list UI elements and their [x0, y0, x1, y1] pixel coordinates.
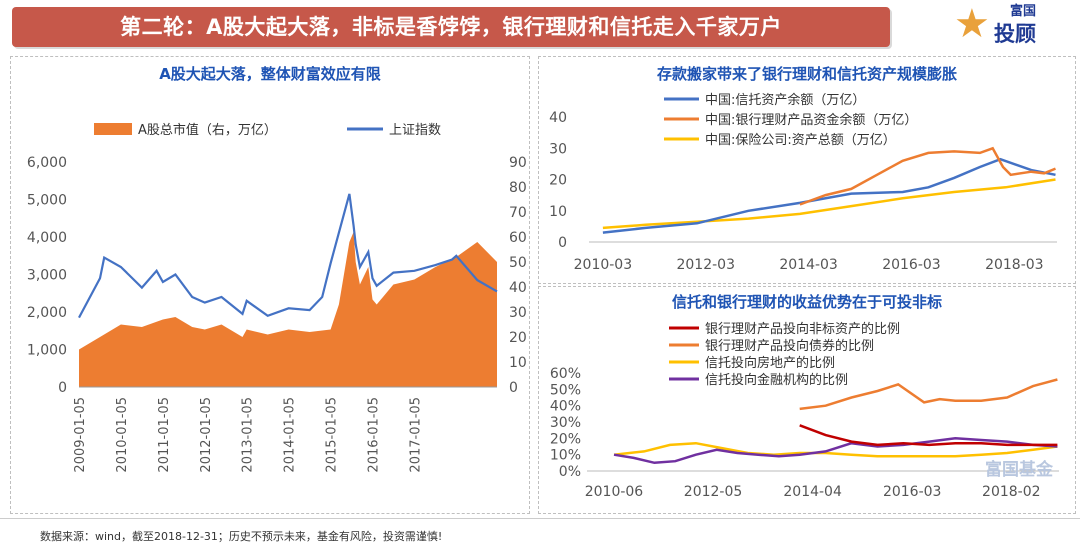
y-tick-label: 10: [549, 204, 567, 220]
right-tick-label: 50: [509, 255, 527, 271]
right-tick-label: 30: [509, 305, 527, 321]
x-tick-label: 2015-01-05: [325, 397, 340, 473]
legend-label-scale-1: 中国:银行理财产品资金余额（万亿）: [705, 112, 917, 128]
x-tick-label: 2012-05: [684, 484, 743, 500]
left-tick-label: 6,000: [27, 155, 67, 171]
x-tick-label: 2012-03: [676, 257, 735, 273]
series-line-ratio-1: [799, 378, 1058, 411]
left-tick-label: 2,000: [27, 305, 67, 321]
footer-note: 数据来源：wind，截至2018-12-31；历史不预示未来，基金有风险，投资需…: [40, 530, 443, 543]
left-tick-label: 5,000: [27, 193, 67, 209]
y-tick-label: 40: [549, 110, 567, 126]
x-tick-label: 2016-01-05: [366, 397, 381, 473]
series-line-ratio-0: [799, 424, 1058, 447]
legend-label-marketcap: A股总市值（右，万亿）: [138, 122, 277, 138]
legend-label-ratio-0: 银行理财产品投向非标资产的比例: [705, 321, 900, 337]
banner-title: 第二轮：A股大起大落，非标是香饽饽，银行理财和信托走入千家万户: [120, 15, 782, 39]
series-line-index: [78, 193, 498, 319]
series-line-scale-0: [602, 157, 1056, 234]
left-tick-label: 0: [58, 380, 67, 396]
chart-title-market: A股大起大落，整体财富效应有限: [159, 65, 381, 83]
left-tick-label: 3,000: [27, 268, 67, 284]
series-line-scale-1: [799, 146, 1056, 206]
x-tick-label: 2012-01-05: [199, 397, 214, 473]
series-line-scale-2: [602, 178, 1056, 230]
x-tick-label: 2018-03: [985, 257, 1043, 273]
watermark: 富国基金: [985, 460, 1053, 480]
x-tick-label: 2013-01-05: [241, 397, 256, 473]
x-tick-label: 2014-03: [779, 257, 838, 273]
y-tick-label: 30%: [550, 415, 581, 431]
x-tick-label: 2014-04: [783, 484, 842, 500]
series-line-ratio-3: [613, 437, 1058, 465]
x-tick-label: 2014-01-05: [283, 397, 298, 473]
panel-scale: 存款搬家带来了银行理财和信托资产规模膨胀 中国:信托资产余额（万亿） 中国:银行理…: [538, 56, 1076, 284]
y-tick-label: 50%: [550, 382, 581, 398]
series-line-ratio-2: [613, 441, 1058, 458]
chart-title-ratio: 信托和银行理财的收益优势在于可投非标: [671, 293, 942, 311]
x-tick-label: 2009-01-05: [73, 397, 88, 473]
legend-label-scale-0: 中国:信托资产余额（万亿）: [705, 92, 865, 108]
right-tick-label: 10: [509, 355, 527, 371]
legend-label-ratio-3: 信托投向金融机构的比例: [705, 372, 848, 388]
title-banner: 第二轮：A股大起大落，非标是香饽饽，银行理财和信托走入千家万户: [12, 7, 890, 47]
logo-brand-top: 富国: [1010, 4, 1037, 19]
y-tick-label: 0: [558, 235, 567, 251]
x-tick-label: 2016-03: [882, 257, 941, 273]
right-tick-label: 90: [509, 155, 527, 171]
y-tick-label: 30: [549, 141, 567, 157]
panel-market: A股大起大落，整体财富效应有限 A股总市值（右，万亿） 上证指数 6,000 5,00…: [10, 56, 530, 514]
x-tick-label: 2010-03: [574, 257, 633, 273]
star-logo-icon: ★: [954, 1, 990, 47]
legend-label-index: 上证指数: [389, 123, 441, 138]
y-tick-label: 10%: [550, 448, 581, 464]
legend-label-scale-2: 中国:保险公司:资产总额（万亿）: [705, 133, 896, 148]
chart-title-scale: 存款搬家带来了银行理财和信托资产规模膨胀: [656, 65, 957, 83]
panel-ratio: 信托和银行理财的收益优势在于可投非标 银行理财产品投向非标资产的比例 银行理财产品…: [538, 286, 1076, 514]
y-tick-label: 20%: [550, 431, 581, 447]
right-tick-label: 40: [509, 280, 527, 296]
y-tick-label: 40%: [550, 399, 581, 415]
chart-ratio: 银行理财产品投向非标资产的比例银行理财产品投向债券的比例信托投向房地产的比例信托…: [550, 321, 1059, 500]
legend-label-ratio-1: 银行理财产品投向债券的比例: [705, 338, 874, 354]
footer-divider: [0, 518, 1080, 519]
y-tick-label: 0%: [559, 464, 581, 480]
right-tick-label: 70: [509, 205, 527, 221]
chart-market: A股总市值（右，万亿） 上证指数 6,000 5,000 4,000 3,000 2,000…: [27, 122, 527, 473]
right-tick-label: 20: [509, 330, 527, 346]
x-tick-label: 2010-01-05: [115, 397, 130, 473]
series-area-marketcap: [79, 232, 497, 387]
x-tick-label: 2010-06: [585, 484, 644, 500]
x-tick-label: 2011-01-05: [157, 397, 172, 473]
x-tick-label: 2016-03: [883, 484, 942, 500]
y-tick-label: 60%: [550, 366, 581, 382]
chart-scale: 中国:信托资产余额（万亿） 中国:银行理财产品资金余额（万亿） 中国:保险公司:资产…: [549, 92, 1057, 273]
right-tick-label: 80: [509, 180, 527, 196]
legend-swatch-marketcap: [94, 123, 132, 135]
left-tick-label: 4,000: [27, 230, 67, 246]
legend-label-ratio-2: 信托投向房地产的比例: [705, 355, 835, 371]
x-tick-label: 2018-02: [982, 484, 1040, 500]
right-tick-label: 0: [509, 380, 518, 396]
logo-brand-text: 投顾: [994, 22, 1036, 46]
right-tick-label: 60: [509, 230, 527, 246]
x-tick-label: 2017-01-05: [408, 397, 423, 473]
y-tick-label: 20: [549, 173, 567, 189]
left-tick-label: 1,000: [27, 343, 67, 359]
